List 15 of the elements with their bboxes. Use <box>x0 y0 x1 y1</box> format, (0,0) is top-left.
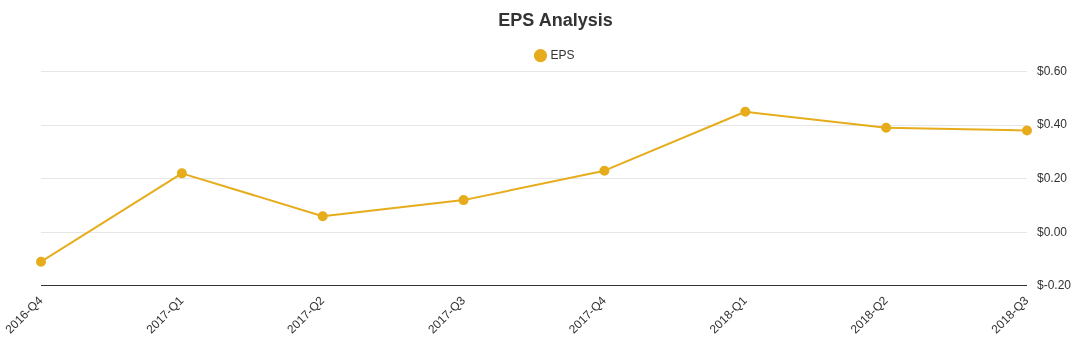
point <box>599 165 610 176</box>
point <box>317 211 328 222</box>
point <box>176 168 187 179</box>
y-tick-label: $0.60 <box>1036 63 1068 78</box>
chart-title: EPS Analysis <box>498 9 613 30</box>
legend-label: EPS <box>550 47 575 62</box>
point <box>458 195 469 206</box>
point <box>1021 125 1032 136</box>
point <box>36 256 47 267</box>
point <box>740 106 751 117</box>
y-tick-label: $0.00 <box>1036 224 1068 239</box>
y-tick-label: $0.20 <box>1036 171 1068 186</box>
y-tick-label: $0.40 <box>1036 117 1068 132</box>
point <box>881 122 892 133</box>
y-tick-label: $-0.20 <box>1036 278 1072 293</box>
